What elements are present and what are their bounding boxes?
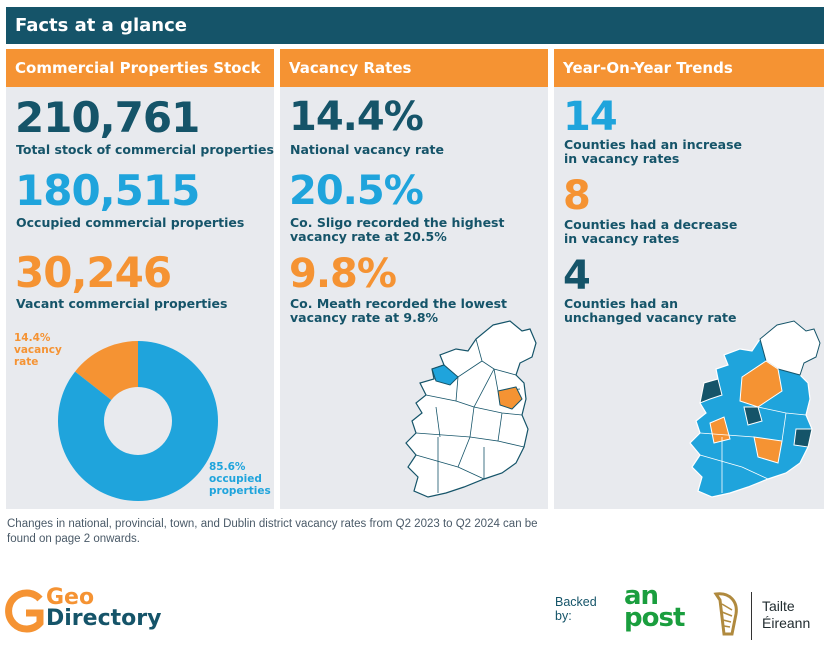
tailte-eireann-logo: Tailte Éireann [762, 598, 810, 632]
an-post-logo: an post [624, 581, 685, 634]
decrease-count: 8 [563, 173, 591, 219]
unchanged-label: Counties had an unchanged vacancy rate [564, 296, 737, 325]
occupied-value: 180,515 [15, 166, 200, 215]
total-stock-label: Total stock of commercial properties [16, 142, 274, 157]
map-trend-borders [699, 406, 807, 493]
increase-label: Counties had an increase in vacancy rate… [564, 137, 742, 166]
highest-vacancy-label: Co. Sligo recorded the highest vacancy r… [290, 215, 505, 244]
footer-divider [751, 592, 752, 640]
footnote: Changes in national, provincial, town, a… [7, 518, 538, 545]
eireann-text: Éireann [762, 615, 811, 631]
harp-icon [713, 592, 738, 636]
map-decrease-midlands [739, 360, 783, 408]
map-county-sligo [431, 364, 459, 386]
an-post-logo-post: post [624, 603, 685, 634]
national-vacancy-label: National vacancy rate [290, 142, 445, 157]
map-unchanged-east [793, 428, 813, 448]
map-ireland-outline [405, 320, 537, 498]
national-vacancy-value: 14.4% [289, 94, 424, 140]
map-county-meath [497, 386, 523, 410]
trends-panel-header: Year-On-Year Trends [554, 49, 824, 87]
ireland-vacancy-map [405, 320, 537, 498]
donut-vacant-label: 14.4% vacancy rate [14, 332, 62, 368]
decrease-label: Counties had a decrease in vacancy rates [564, 217, 738, 246]
unchanged-count: 4 [563, 253, 591, 299]
map-decrease-south [753, 436, 783, 464]
map-northern-ireland [759, 320, 821, 376]
map-decrease-west [709, 416, 731, 444]
donut-occupied-label: 85.6% occupied properties [209, 461, 271, 497]
tailte-text: Tailte [762, 598, 795, 614]
vacancy-panel-header: Vacancy Rates [280, 49, 548, 87]
occupied-label: Occupied commercial properties [16, 215, 245, 230]
vacant-value: 30,246 [15, 248, 172, 297]
ireland-trends-map [689, 320, 821, 498]
donut-slice-vacancy-rate [75, 341, 138, 400]
map-unchanged-west [699, 378, 723, 404]
vacancy-panel: Vacancy Rates 14.4% National vacancy rat… [280, 49, 548, 509]
lowest-vacancy-label: Co. Meath recorded the lowest vacancy ra… [290, 296, 507, 325]
page-title: Facts at a glance [6, 7, 824, 44]
highest-vacancy-value: 20.5% [289, 168, 424, 214]
an-post-logo-an: an [624, 581, 659, 611]
vacant-label: Vacant commercial properties [16, 296, 228, 311]
map-unchanged-midlands [743, 406, 763, 426]
stock-panel-header: Commercial Properties Stock [6, 49, 274, 87]
lowest-vacancy-value: 9.8% [289, 251, 397, 297]
logo-geo-text: Geo [46, 585, 95, 610]
stock-panel: Commercial Properties Stock 210,761 Tota… [6, 49, 274, 509]
trends-panel: Year-On-Year Trends 14 Counties had an i… [554, 49, 824, 509]
geodirectory-logo: Geo Directory [46, 585, 162, 631]
total-stock-value: 210,761 [15, 93, 200, 142]
backed-by-label: Backed by: [555, 595, 597, 623]
increase-count: 14 [563, 94, 618, 140]
geodirectory-g-icon [5, 589, 44, 633]
logo-directory-text: Directory [46, 605, 162, 631]
vacancy-donut-chart [57, 341, 219, 501]
donut-slice-occupied-properties [57, 341, 219, 501]
